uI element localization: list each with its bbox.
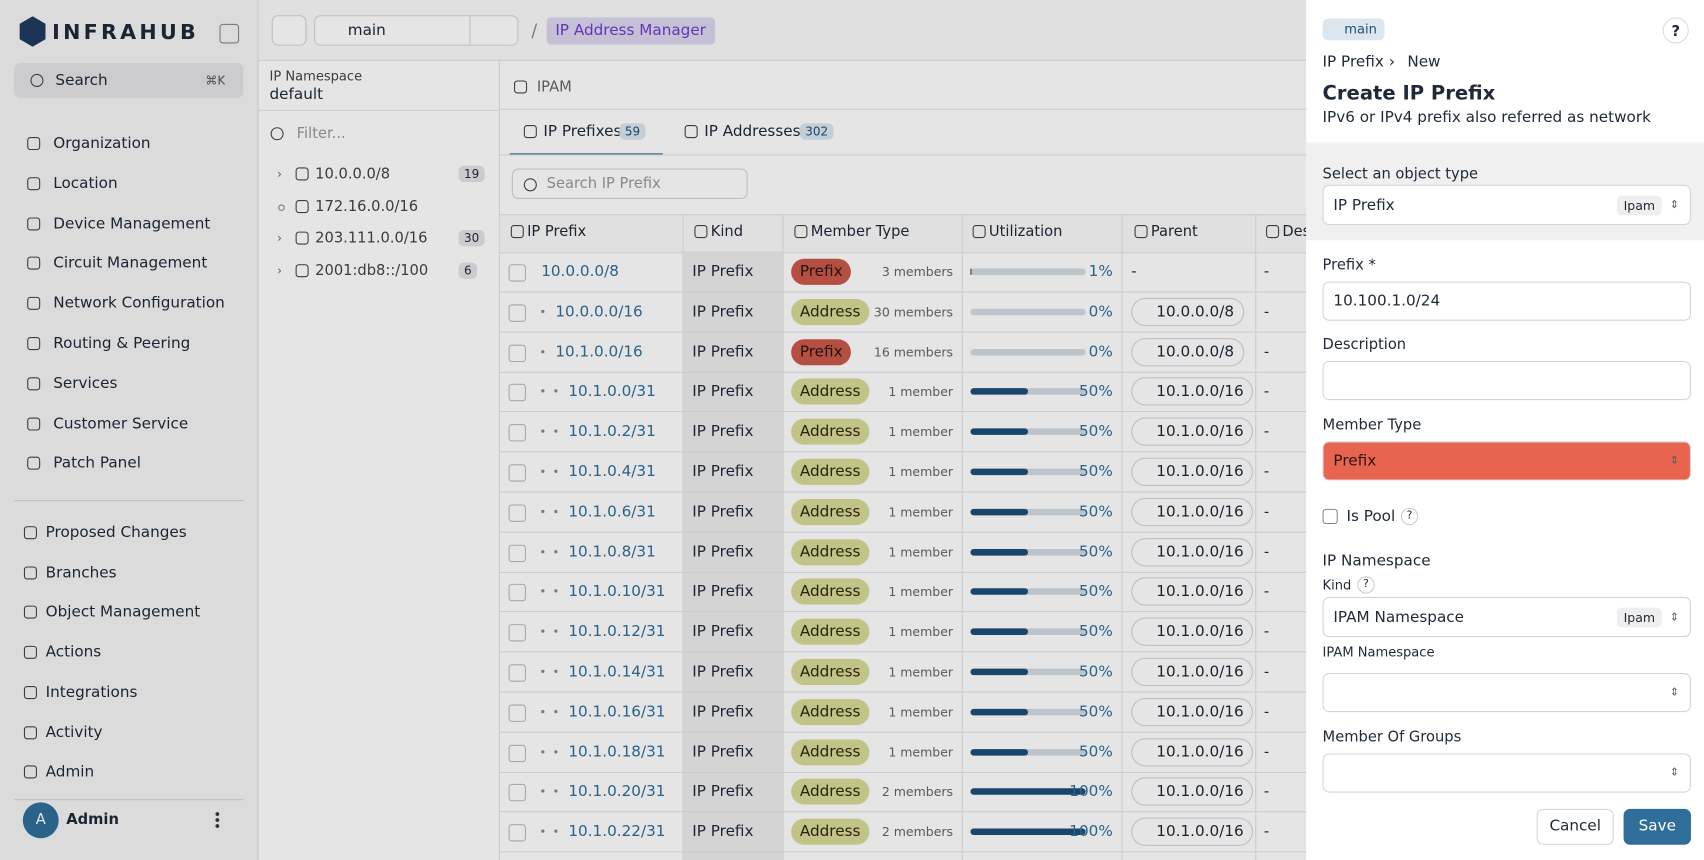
- groups-select[interactable]: ⇕: [1323, 753, 1691, 792]
- branch-badge: main: [1323, 18, 1385, 40]
- select-value: IPAM Namespace: [1333, 609, 1464, 626]
- field-label: Is Pool: [1346, 508, 1395, 525]
- cancel-button[interactable]: Cancel: [1537, 809, 1614, 845]
- help-icon: ?: [1401, 508, 1418, 525]
- kind-select[interactable]: ⇕ IPAM Namespace Ipam: [1323, 597, 1691, 637]
- select-arrow: ⇕: [1670, 687, 1679, 699]
- select-value: IP Prefix: [1333, 197, 1394, 214]
- object-type-select[interactable]: ⇕ IP Prefix Ipam: [1323, 185, 1691, 225]
- field-label: Description: [1323, 336, 1407, 353]
- member-type-select[interactable]: ⇕ Prefix: [1323, 441, 1691, 480]
- help-button[interactable]: ?: [1663, 17, 1689, 43]
- select-arrow: ⇕: [1670, 611, 1679, 623]
- save-button[interactable]: Save: [1624, 809, 1691, 845]
- breadcrumb: IP Prefix: [1323, 53, 1384, 70]
- breadcrumb-sep: ›: [1389, 53, 1395, 70]
- checkbox[interactable]: [1323, 509, 1338, 524]
- ipam-namespace-select[interactable]: ⇕: [1323, 673, 1691, 712]
- input-value: 10.100.1.0/24: [1333, 292, 1440, 309]
- select-arrow: ⇕: [1670, 455, 1679, 467]
- field-label: Select an object type: [1323, 165, 1479, 182]
- panel-subtitle: IPv6 or IPv4 prefix also referred as net…: [1323, 109, 1651, 126]
- badge: Ipam: [1617, 196, 1662, 216]
- section-title: IP Namespace: [1323, 552, 1431, 569]
- help-icon: ?: [1357, 576, 1374, 593]
- select-arrow: ⇕: [1670, 199, 1679, 211]
- field-label: Prefix *: [1323, 257, 1376, 274]
- field-label: IPAM Namespace: [1323, 645, 1435, 660]
- field-label: Member Type: [1323, 416, 1422, 433]
- prefix-input[interactable]: 10.100.1.0/24: [1323, 282, 1691, 321]
- side-panel: main? IP Prefix › New Create IP Prefix IPv6 o…: [1306, 0, 1704, 860]
- select-arrow: ⇕: [1670, 767, 1679, 779]
- field-label: Kind: [1323, 577, 1352, 592]
- description-input[interactable]: [1323, 361, 1691, 400]
- field-label: Member Of Groups: [1323, 728, 1462, 745]
- badge: Ipam: [1617, 608, 1662, 628]
- panel-title: Create IP Prefix: [1323, 82, 1496, 105]
- breadcrumb: New: [1407, 53, 1440, 70]
- modal-overlay[interactable]: [0, 0, 1306, 860]
- select-value: Prefix: [1333, 452, 1376, 469]
